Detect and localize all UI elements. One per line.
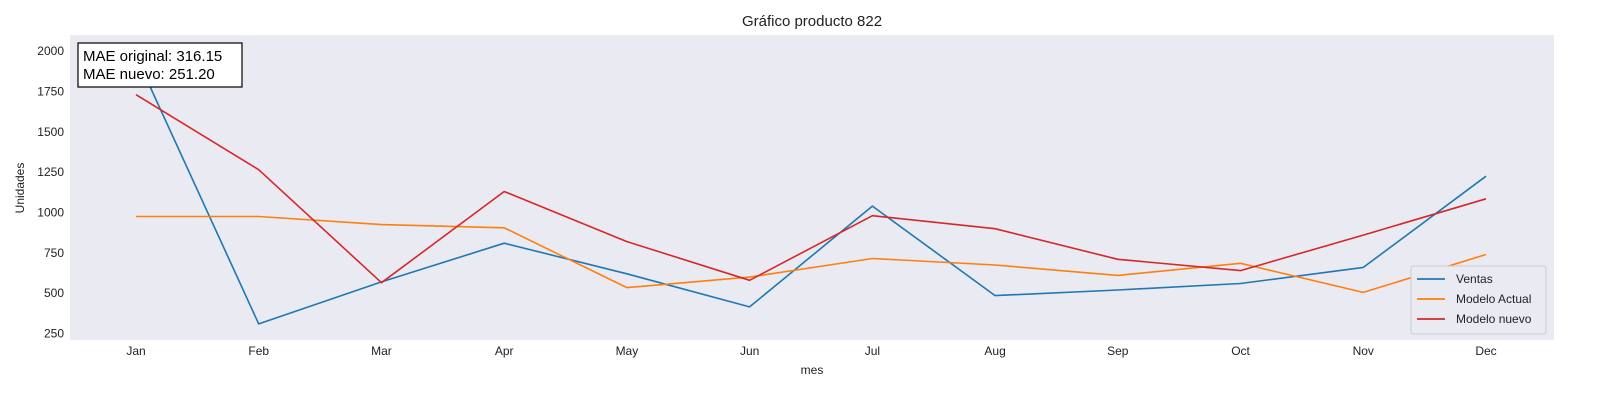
x-axis-label: mes xyxy=(801,363,824,377)
y-tick-label: 250 xyxy=(44,327,64,341)
x-tick-label: Aug xyxy=(984,344,1005,358)
x-tick-label: Mar xyxy=(371,344,392,358)
y-tick-label: 1500 xyxy=(37,125,64,139)
series-line-modelo-nuevo xyxy=(135,94,1487,284)
series-lines xyxy=(135,55,1487,325)
x-tick-label: Nov xyxy=(1353,344,1374,358)
x-tick-label: Jul xyxy=(865,344,880,358)
y-tick-label: 1000 xyxy=(37,206,64,220)
y-tick-label: 1750 xyxy=(37,84,64,98)
legend: Ventas Modelo Actual Modelo nuevo xyxy=(1410,265,1547,335)
y-axis-label: Unidades xyxy=(13,163,27,214)
x-tick-label: Sep xyxy=(1107,344,1129,358)
legend-label: Modelo nuevo xyxy=(1456,312,1532,326)
x-tick-label: Jan xyxy=(126,344,145,358)
series-line-modelo-actual xyxy=(136,215,1487,294)
x-tick-label: Dec xyxy=(1475,344,1496,358)
x-tick-label: May xyxy=(616,344,639,358)
y-axis-ticks: 250 500 750 1000 1250 1500 1750 2000 xyxy=(37,44,64,340)
x-axis-ticks: Jan Feb Mar Apr May Jun Jul Aug Sep Oct Nov Dec xyxy=(126,344,1496,358)
plot-area xyxy=(70,35,1554,340)
x-tick-label: Apr xyxy=(495,344,514,358)
series-line-ventas xyxy=(135,55,1487,325)
x-tick-label: Oct xyxy=(1231,344,1250,358)
y-tick-label: 500 xyxy=(44,286,64,300)
mae-original-text: MAE original: 316.15 xyxy=(83,48,222,65)
y-tick-label: 750 xyxy=(44,246,64,260)
mae-annotation-box: MAE original: 316.15 MAE nuevo: 251.20 xyxy=(77,42,243,88)
y-tick-label: 1250 xyxy=(37,165,64,179)
chart-title: Gráfico producto 822 xyxy=(742,13,882,30)
x-tick-label: Feb xyxy=(248,344,269,358)
y-tick-label: 2000 xyxy=(37,44,64,58)
mae-nuevo-text: MAE nuevo: 251.20 xyxy=(83,66,215,83)
x-tick-label: Jun xyxy=(740,344,759,358)
legend-label: Modelo Actual xyxy=(1456,292,1531,306)
legend-label: Ventas xyxy=(1456,272,1493,286)
